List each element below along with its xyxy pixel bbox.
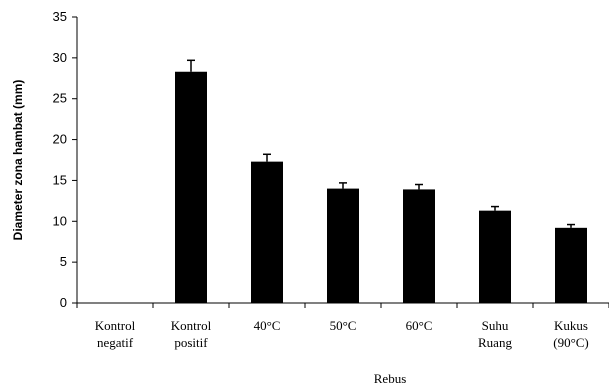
error-bar xyxy=(339,182,347,189)
x-axis: Kontrol negatif Kontrol positif 40°C 50°C 60°C… xyxy=(76,302,609,350)
x-tick-label: 50°C xyxy=(330,318,357,333)
x-tick-label: Kontrol xyxy=(95,318,136,333)
y-tick-label: 10 xyxy=(53,213,67,228)
x-tick-label: (90°C) xyxy=(553,335,589,350)
error-bar xyxy=(491,205,499,211)
y-tick-label: 20 xyxy=(53,132,67,147)
bars xyxy=(175,71,587,304)
y-tick-label: 25 xyxy=(53,91,67,106)
bar xyxy=(175,71,207,304)
x-tick-label: Suhu xyxy=(482,318,509,333)
error-bar xyxy=(263,153,271,162)
x-tick-label: 60°C xyxy=(406,318,433,333)
x-axis-title: Rebus xyxy=(374,371,407,386)
x-tick-label: negatif xyxy=(97,335,134,350)
error-bar xyxy=(415,183,423,190)
y-tick-label: 35 xyxy=(53,9,67,24)
x-tick-label: positif xyxy=(174,335,208,350)
error-bar xyxy=(187,59,195,72)
x-tick-label: Ruang xyxy=(478,335,512,350)
bar xyxy=(479,210,511,303)
y-tick-label: 30 xyxy=(53,50,67,65)
y-axis: 0 5 10 15 20 25 30 35 xyxy=(53,9,78,310)
y-tick-label: 15 xyxy=(53,172,67,187)
y-axis-title: Diameter zona hambat (mm) xyxy=(11,80,25,241)
error-bar xyxy=(567,223,575,228)
bar xyxy=(403,189,435,303)
x-tick-label: Kontrol xyxy=(171,318,212,333)
x-tick-label: 40°C xyxy=(254,318,281,333)
y-tick-label: 5 xyxy=(60,254,67,269)
y-tick-label: 0 xyxy=(60,295,67,310)
bar xyxy=(555,227,587,303)
error-bars xyxy=(187,59,575,228)
bar xyxy=(251,161,283,303)
bar xyxy=(327,188,359,303)
x-tick-label: Kukus xyxy=(554,318,588,333)
